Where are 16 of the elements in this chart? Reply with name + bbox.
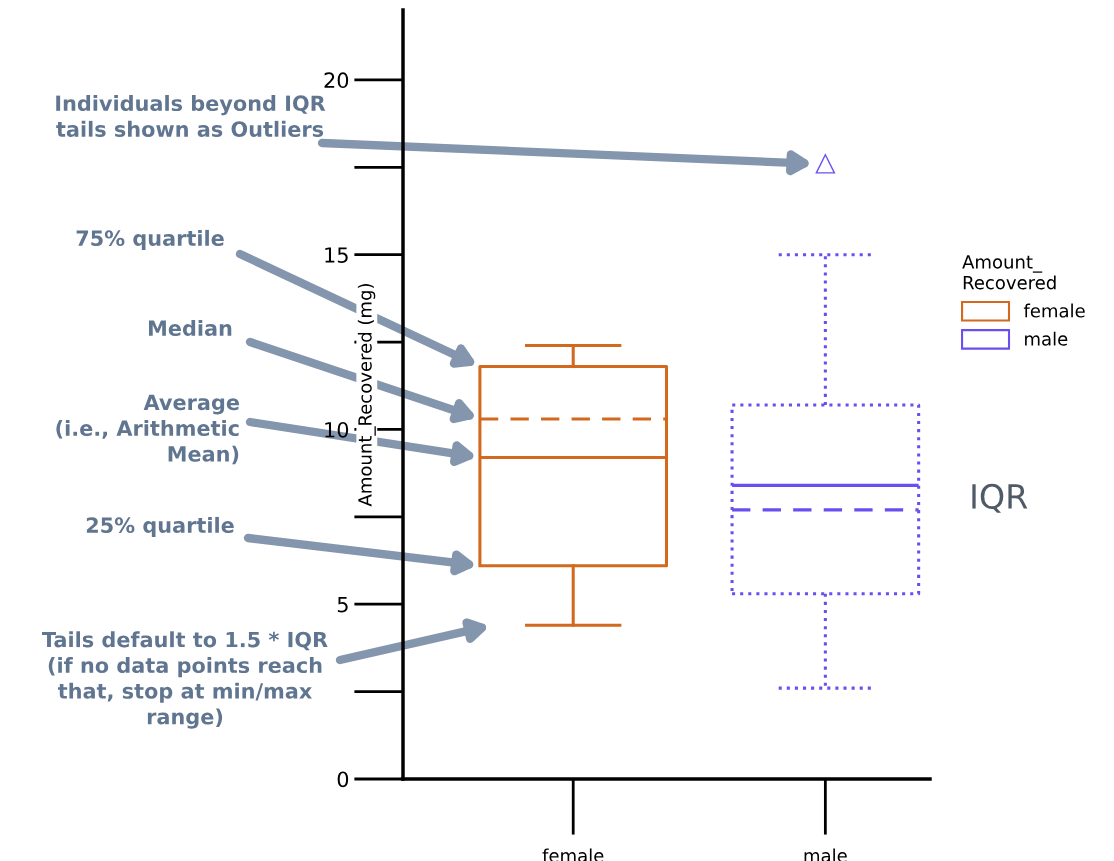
text: Median (149, 319, 232, 337)
legend-label: female (1023, 303, 1085, 318)
y-tick-label: 0 (337, 771, 349, 788)
y-axis-title: Amount_Recovered (mg) (357, 284, 376, 507)
text: IQR (972, 483, 1028, 513)
y-tick-label: 10 (325, 421, 349, 438)
legend-title: Amount_ Recovered (962, 255, 1056, 290)
text: Tails default to 1.5 * IQR (if no data points reach that, stop at min/max range) (42, 631, 328, 729)
text: 25% quartile (86, 516, 234, 538)
text: Average (i.e., Arithmetic Mean) (56, 394, 239, 465)
y-tick-label: 15 (325, 247, 348, 263)
text: 75% quartile (76, 229, 224, 251)
text: Individuals beyond IQR tails shown as Outliers (56, 94, 326, 137)
y-tick-label: 5 (337, 596, 348, 613)
legend-label: male (1025, 331, 1068, 346)
y-tick-label: 20 (324, 72, 349, 89)
